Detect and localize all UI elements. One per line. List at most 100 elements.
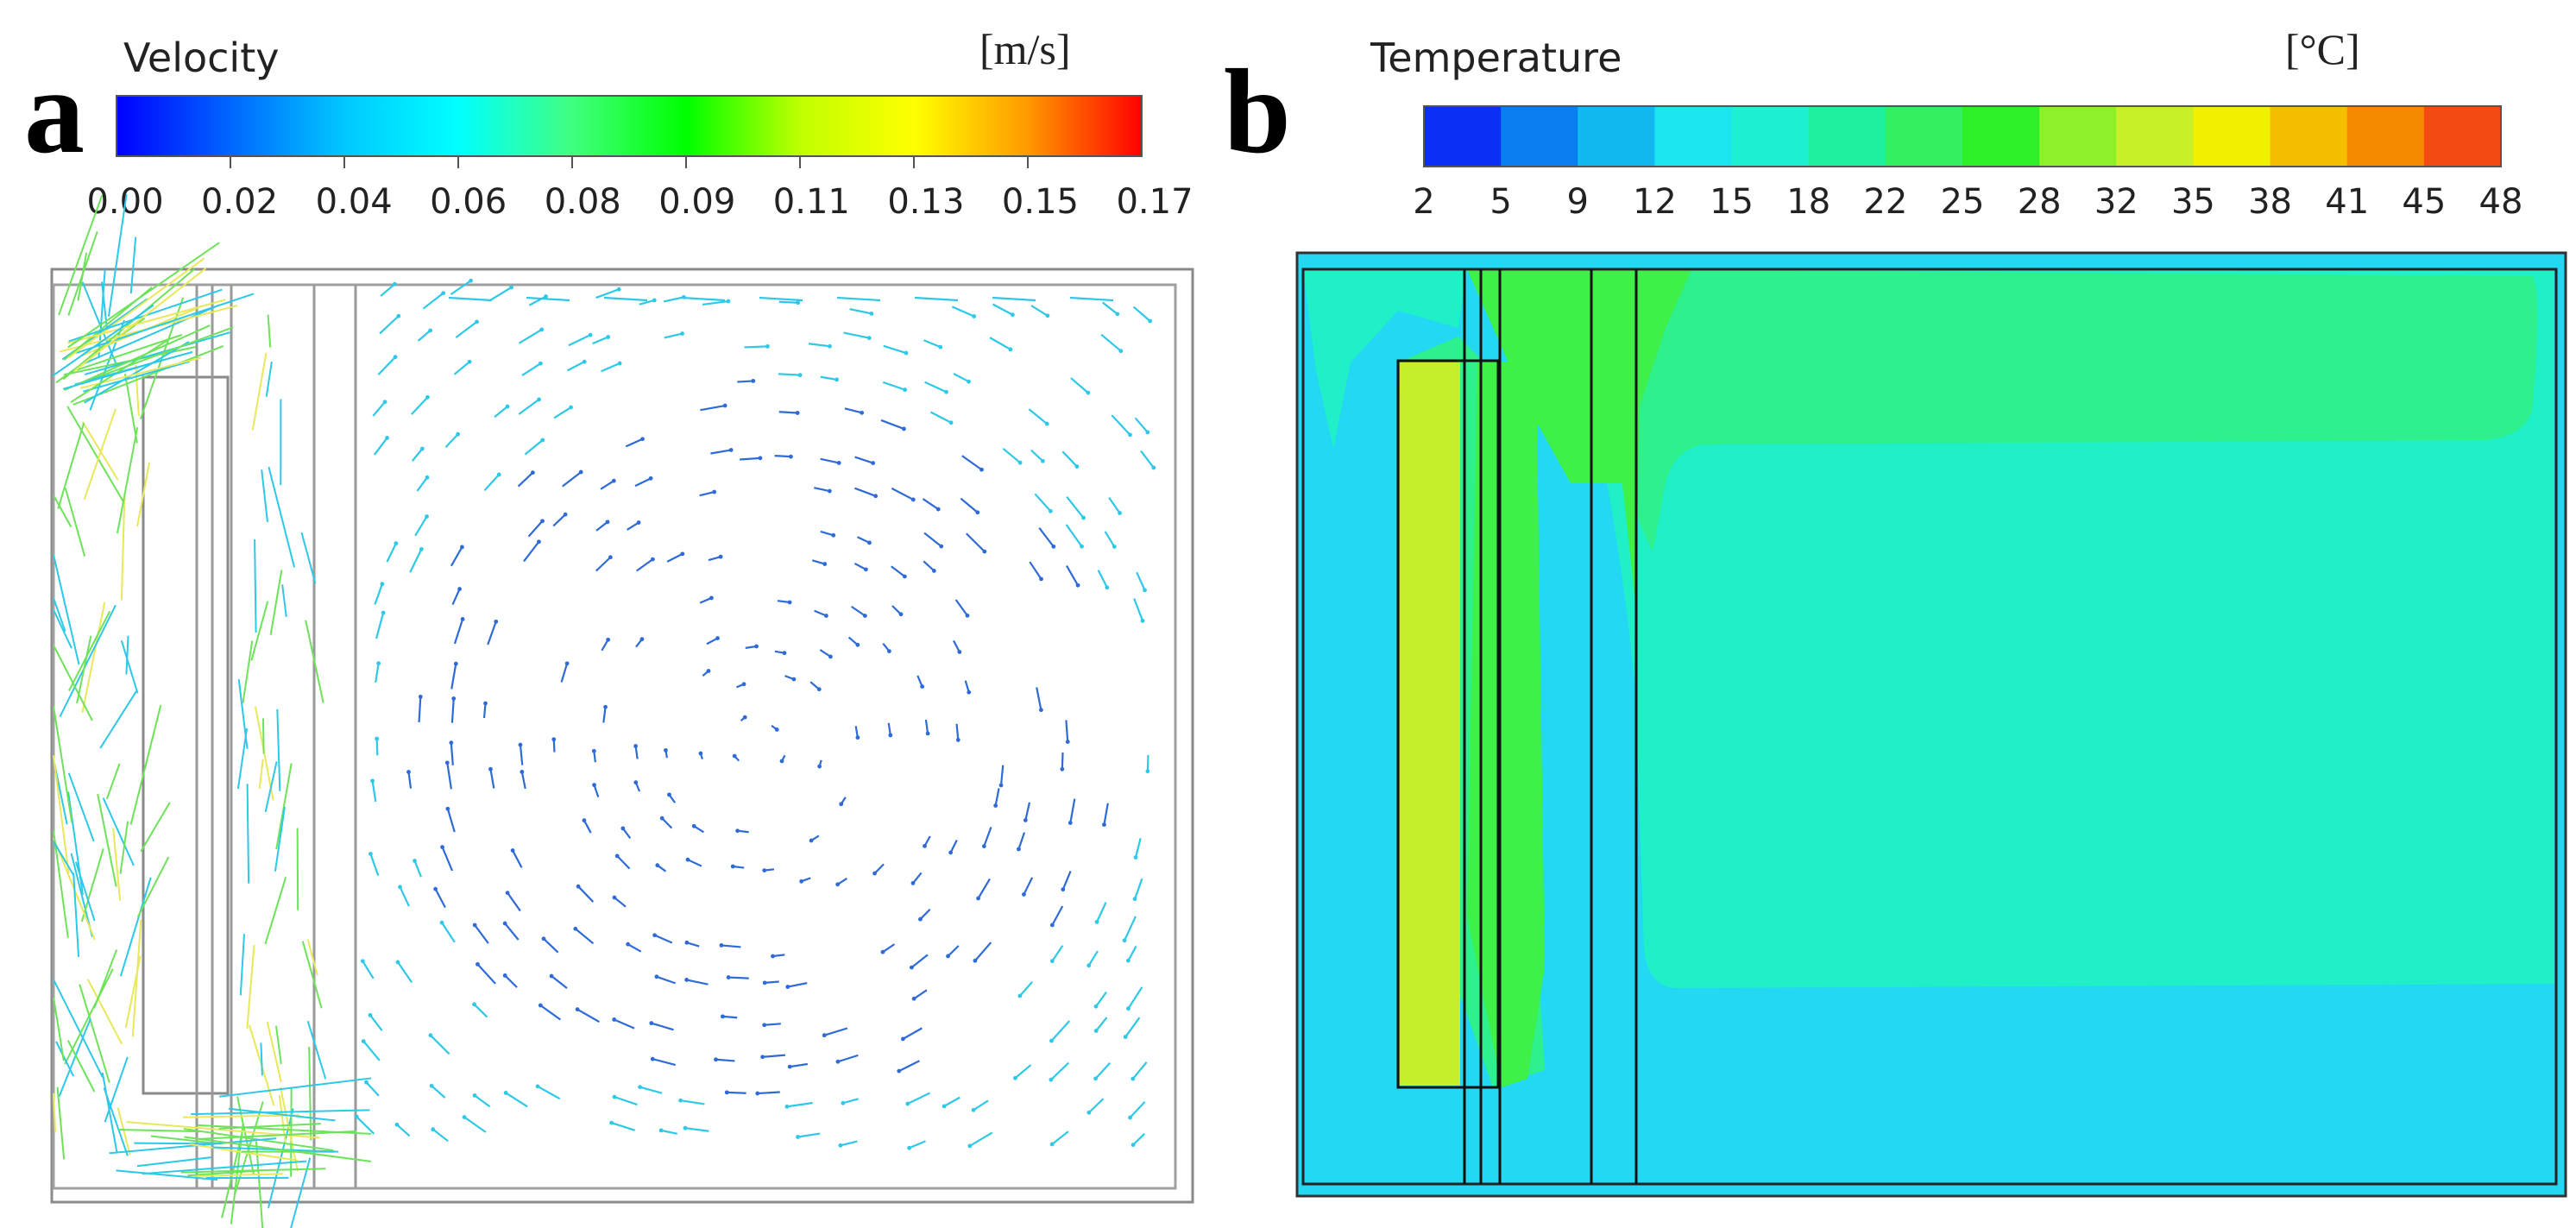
velocity-arrowhead (678, 1098, 683, 1103)
velocity-arrowhead (606, 335, 611, 339)
velocity-arrow (808, 343, 830, 348)
velocity-arrowhead (972, 314, 977, 318)
velocity-arrow (450, 663, 457, 690)
velocity-arrowhead (784, 1104, 790, 1109)
velocity-arrow (414, 515, 428, 537)
velocity-arrowhead (655, 863, 660, 868)
velocity-arrowhead (467, 359, 472, 364)
panel-a-label: a (24, 45, 85, 179)
velocity-arrow (627, 521, 639, 531)
velocity-arrowhead (419, 446, 425, 451)
velocity-plume-line (80, 848, 104, 923)
velocity-arrow (552, 739, 556, 753)
velocity-arrow (432, 1128, 449, 1143)
velocity-arrowhead (691, 823, 696, 828)
velocity-plume-line (53, 554, 80, 665)
velocity-arrowhead (835, 882, 841, 887)
velocity-arrow (1127, 945, 1137, 961)
velocity-arrow (1030, 449, 1044, 463)
velocity-plume-line (191, 1109, 370, 1116)
velocity-arrow (1023, 877, 1034, 895)
velocity-arrowhead (510, 848, 515, 853)
velocity-plume-line (109, 1137, 277, 1155)
velocity-arrowhead (605, 520, 610, 525)
velocity-arrowhead (920, 684, 925, 689)
velocity-arrow (636, 558, 654, 572)
velocity-arrowhead (652, 298, 657, 303)
velocity-arrowhead (1049, 959, 1055, 964)
velocity-plume-line (255, 1141, 264, 1228)
velocity-arrow (373, 437, 388, 456)
velocity-plume-line (134, 1142, 216, 1145)
velocity-arrow (448, 296, 493, 302)
velocity-arrowhead (860, 410, 865, 415)
velocity-arrow (820, 530, 835, 537)
velocity-arrowhead (1105, 585, 1110, 590)
temperature-band (2116, 106, 2194, 167)
velocity-plume-line (117, 1107, 131, 1156)
velocity-plume-line (119, 877, 152, 977)
temperature-band (2423, 106, 2502, 167)
velocity-arrow (740, 457, 761, 461)
temperature-band (2039, 106, 2117, 167)
velocity-arrowhead (538, 361, 543, 366)
velocity-arrowhead (742, 715, 747, 720)
velocity-arrowhead (1093, 1029, 1099, 1033)
velocity-arrowhead (496, 472, 501, 477)
velocity-plume-line (73, 268, 207, 372)
velocity-arrow (1104, 531, 1116, 548)
velocity-arrowhead (867, 540, 872, 545)
velocity-arrow (764, 1023, 781, 1026)
velocity-arrowhead (1132, 897, 1137, 902)
velocity-arrowhead (1008, 347, 1013, 352)
velocity-arrowhead (791, 677, 797, 682)
velocity-plume-line (93, 949, 118, 1009)
velocity-plume-line (290, 1086, 293, 1177)
velocity-arrowhead (582, 359, 587, 364)
velocity-arrow (639, 1086, 663, 1094)
velocity-arrowhead (617, 361, 622, 366)
velocity-arrowhead (551, 737, 557, 742)
velocity-plume-line (119, 821, 129, 874)
velocity-arrowhead (429, 1083, 434, 1088)
velocity-arrowhead (779, 759, 784, 764)
velocity-plume-line (52, 304, 154, 377)
velocity-arrowhead (608, 555, 613, 560)
velocity-arrowhead (787, 1064, 792, 1069)
velocity-arrowhead (1115, 312, 1120, 317)
velocity-arrow (518, 399, 540, 415)
velocity-arrow (625, 438, 643, 448)
temperature-tick: 15 (1710, 182, 1754, 222)
velocity-arrow (702, 299, 729, 306)
velocity-arrowhead (762, 868, 767, 873)
velocity-arrow (974, 941, 992, 961)
velocity-arrowhead (563, 512, 568, 517)
velocity-arrowhead (795, 411, 800, 415)
velocity-arrow (1129, 1100, 1146, 1118)
velocity-plume-line (198, 1130, 357, 1140)
velocity-arrowhead (774, 727, 779, 732)
velocity-arrow (1124, 916, 1137, 941)
velocity-arrowhead (911, 996, 916, 1001)
velocity-arrowhead (732, 753, 737, 759)
velocity-arrow (397, 961, 413, 983)
velocity-arrow (955, 723, 960, 740)
velocity-arrow (849, 308, 872, 315)
velocity-arrowhead (541, 936, 546, 941)
velocity-arrowhead (796, 300, 801, 305)
velocity-arrow (375, 663, 380, 683)
velocity-plume-line (53, 495, 72, 528)
velocity-arrow (494, 406, 508, 419)
velocity-arrowhead (1112, 545, 1117, 549)
velocity-arrow (656, 975, 677, 985)
velocity-arrow (386, 543, 397, 563)
temperature-field-warm-zone (1605, 269, 2537, 552)
velocity-arrow (487, 620, 497, 645)
velocity-arrow (909, 1140, 926, 1149)
velocity-arrow (1096, 902, 1107, 923)
velocity-arrow (1132, 305, 1151, 322)
temperature-colorbar-bands (1424, 106, 2502, 167)
velocity-arrow (380, 283, 396, 297)
velocity-plume-line (254, 538, 257, 633)
velocity-plume-line (66, 406, 126, 505)
